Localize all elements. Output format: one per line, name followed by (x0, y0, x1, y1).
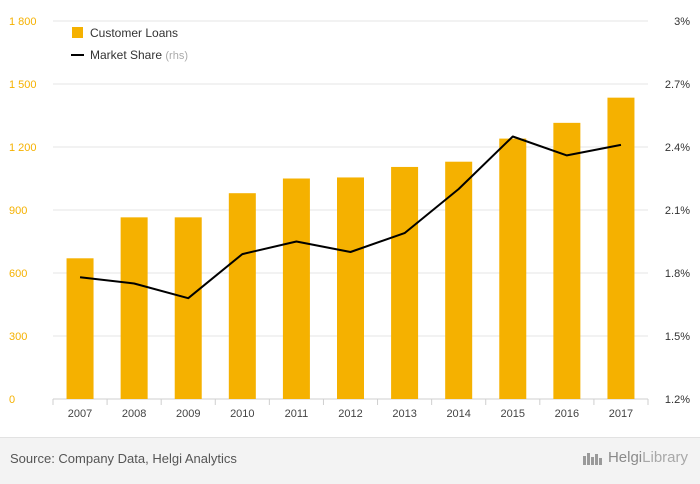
bar (67, 258, 94, 399)
bar (391, 167, 418, 399)
bar (175, 217, 202, 399)
right-tick-label: 1.8% (665, 268, 690, 280)
bar (121, 217, 148, 399)
left-tick-label: 1 800 (9, 16, 37, 28)
bar-series-customer-loans (67, 98, 635, 399)
right-tick-label: 1.5% (665, 331, 690, 343)
source-note: Source: Company Data, Helgi Analytics (10, 451, 237, 466)
left-tick-label: 1 200 (9, 142, 37, 154)
right-tick-label: 2.4% (665, 142, 690, 154)
x-tick-label: 2008 (122, 408, 146, 420)
bar (607, 98, 634, 399)
legend-swatch-customer-loans (72, 27, 83, 38)
bar (229, 193, 256, 399)
right-tick-label: 3% (674, 16, 690, 28)
brand: HelgiLibrary (582, 449, 688, 466)
bar (283, 179, 310, 400)
x-axis: 2007 2008 2009 2010 2011 2012 2013 2014 2015 2016… (53, 399, 648, 420)
legend-label-customer-loans: Customer Loans (90, 26, 178, 40)
legend: Customer Loans Market Share (rhs) (71, 26, 188, 62)
legend-label-market-share-name: Market Share (90, 48, 162, 62)
right-tick-label: 2.7% (665, 79, 690, 91)
right-tick-label: 1.2% (665, 394, 690, 406)
legend-label-market-share: Market Share (rhs) (90, 48, 188, 62)
left-axis: 0 300 600 900 1 200 1 500 1 800 (9, 16, 37, 406)
combo-chart: 0 300 600 900 1 200 1 500 1 800 1.2% 1.5% 1.8% 2.… (0, 0, 700, 437)
left-tick-label: 1 500 (9, 79, 37, 91)
x-tick-label: 2010 (230, 408, 254, 420)
right-tick-label: 2.1% (665, 205, 690, 217)
left-tick-label: 300 (9, 331, 27, 343)
bar (553, 123, 580, 399)
x-tick-label: 2009 (176, 408, 200, 420)
x-tick-label: 2017 (609, 408, 633, 420)
left-tick-label: 900 (9, 205, 27, 217)
right-axis: 1.2% 1.5% 1.8% 2.1% 2.4% 2.7% 3% (665, 16, 690, 406)
footer: Source: Company Data, Helgi Analytics He… (0, 437, 700, 484)
x-tick-label: 2012 (338, 408, 362, 420)
bar (337, 177, 364, 399)
legend-rhs-note: (rhs) (165, 50, 188, 62)
x-tick-label: 2016 (555, 408, 579, 420)
left-tick-label: 600 (9, 268, 27, 280)
x-tick-label: 2007 (68, 408, 92, 420)
x-tick-label: 2015 (501, 408, 525, 420)
brand-name: HelgiLibrary (608, 449, 688, 466)
x-tick-label: 2014 (446, 408, 470, 420)
bar (499, 139, 526, 399)
left-tick-label: 0 (9, 394, 15, 406)
x-tick-label: 2013 (392, 408, 416, 420)
x-tick-label: 2011 (285, 408, 309, 420)
helgi-library-logo-icon (582, 450, 604, 466)
